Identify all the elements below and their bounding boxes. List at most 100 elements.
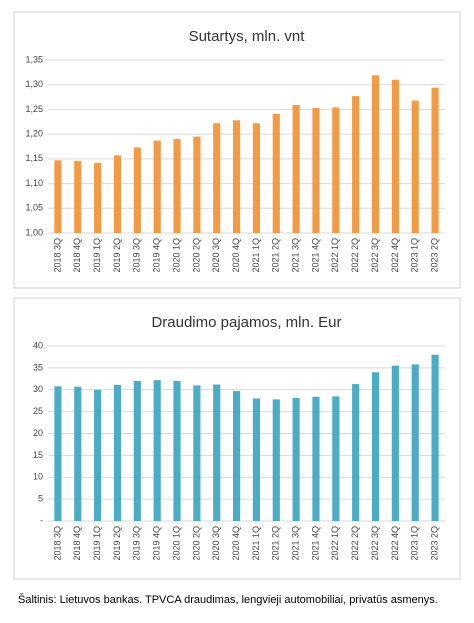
bar xyxy=(411,364,419,521)
y-tick-label: 20 xyxy=(33,428,43,438)
x-tick-label: 2021 1Q xyxy=(251,238,261,273)
bar xyxy=(74,160,82,233)
bar xyxy=(74,386,82,521)
x-tick-label: 2018 3Q xyxy=(52,238,62,273)
y-tick-label: 15 xyxy=(33,450,43,460)
bar xyxy=(292,398,300,521)
chart-title: Draudimo pajamos, mln. Eur xyxy=(151,314,341,331)
x-tick-label: 2022 1Q xyxy=(330,526,340,561)
x-tick-label: 2020 4Q xyxy=(231,238,241,273)
bar xyxy=(371,75,380,233)
y-tick-label: 1,10 xyxy=(25,178,43,188)
x-tick-label: 2019 3Q xyxy=(132,526,142,561)
y-tick-label: 30 xyxy=(33,384,43,394)
x-tick-label: 2022 3Q xyxy=(370,526,380,561)
bar xyxy=(252,398,260,521)
bar xyxy=(431,87,439,234)
y-tick-label: 35 xyxy=(33,362,43,372)
bar xyxy=(153,140,161,233)
x-tick-label: 2021 3Q xyxy=(291,526,301,561)
x-tick-label: 2019 2Q xyxy=(112,526,122,561)
bar xyxy=(94,389,102,521)
y-tick-label: 40 xyxy=(33,340,43,350)
bar xyxy=(292,104,300,233)
x-tick-label: 2021 4Q xyxy=(310,526,320,561)
x-tick-label: 2020 4Q xyxy=(231,526,241,561)
bar xyxy=(352,384,360,521)
x-tick-label: 2021 1Q xyxy=(251,526,261,561)
bar xyxy=(332,396,340,521)
bar xyxy=(133,147,141,233)
bar xyxy=(193,385,201,521)
x-tick-label: 2019 1Q xyxy=(92,526,102,561)
x-tick-label: 2021 3Q xyxy=(291,238,301,273)
x-tick-label: 2019 4Q xyxy=(152,238,162,273)
bar xyxy=(113,384,122,521)
y-tick-label: 1,30 xyxy=(25,79,43,89)
bar xyxy=(54,160,62,233)
y-tick-label: 25 xyxy=(33,406,43,416)
bar xyxy=(252,123,260,233)
bar xyxy=(272,113,280,233)
bar xyxy=(391,365,399,521)
y-tick-label: 1,15 xyxy=(25,153,43,163)
x-tick-label: 2018 3Q xyxy=(52,526,62,561)
footer: Šaltinis: Lietuvos bankas. TPVCA draudim… xyxy=(18,593,438,606)
x-tick-label: 2020 3Q xyxy=(211,238,221,273)
x-tick-label: 2021 2Q xyxy=(271,526,281,561)
x-tick-label: 2023 2Q xyxy=(429,526,439,561)
x-tick-label: 2019 4Q xyxy=(152,526,162,561)
x-tick-label: 2020 3Q xyxy=(211,526,221,561)
y-tick-label: 1,00 xyxy=(25,227,43,237)
bar xyxy=(173,381,181,521)
bar xyxy=(153,380,161,521)
x-tick-label: 2022 4Q xyxy=(390,238,400,273)
x-tick-label: 2022 1Q xyxy=(330,238,340,273)
x-tick-label: 2021 4Q xyxy=(310,238,320,273)
bar xyxy=(352,96,360,233)
x-tick-label: 2018 4Q xyxy=(72,526,82,561)
bar xyxy=(133,381,141,521)
bar xyxy=(94,162,102,233)
bar xyxy=(312,107,320,233)
bar xyxy=(431,354,439,521)
x-tick-label: 2022 2Q xyxy=(350,526,360,561)
y-tick-label: 1,05 xyxy=(25,203,43,213)
x-tick-label: 2019 3Q xyxy=(132,238,142,273)
bar xyxy=(173,139,181,233)
bar xyxy=(411,100,419,233)
y-tick-label: 1,35 xyxy=(25,54,43,64)
bar xyxy=(272,399,280,521)
x-tick-label: 2022 3Q xyxy=(370,238,380,273)
x-tick-label: 2020 1Q xyxy=(171,238,181,273)
chart-title: Sutartys, mln. vnt xyxy=(189,28,306,45)
y-tick-label: 1,20 xyxy=(25,129,43,139)
bar xyxy=(193,136,201,233)
bar xyxy=(391,79,399,234)
x-tick-label: 2019 2Q xyxy=(112,238,122,273)
x-tick-label: 2020 2Q xyxy=(191,238,201,273)
x-tick-label: 2020 1Q xyxy=(171,526,181,561)
x-tick-label: 2020 2Q xyxy=(191,526,201,561)
x-tick-label: 2023 1Q xyxy=(410,238,420,273)
bar xyxy=(312,396,320,521)
y-tick-label: 5 xyxy=(38,494,43,504)
y-tick-label: 1,25 xyxy=(25,104,43,114)
x-tick-label: 2022 4Q xyxy=(390,526,400,561)
bar xyxy=(332,107,340,233)
x-tick-label: 2021 2Q xyxy=(271,238,281,273)
bar xyxy=(233,391,241,521)
x-tick-label: 2023 1Q xyxy=(410,526,420,561)
x-tick-label: 2023 2Q xyxy=(429,238,439,273)
bar xyxy=(54,386,62,521)
bar xyxy=(213,123,221,233)
bar xyxy=(213,384,221,521)
y-tick-label: 10 xyxy=(33,472,43,482)
x-tick-label: 2019 1Q xyxy=(92,238,102,273)
bar xyxy=(233,120,241,233)
bar xyxy=(371,372,380,521)
x-tick-label: 2018 4Q xyxy=(72,238,82,273)
y-tick-label: - xyxy=(40,515,43,525)
x-tick-label: 2022 2Q xyxy=(350,238,360,273)
